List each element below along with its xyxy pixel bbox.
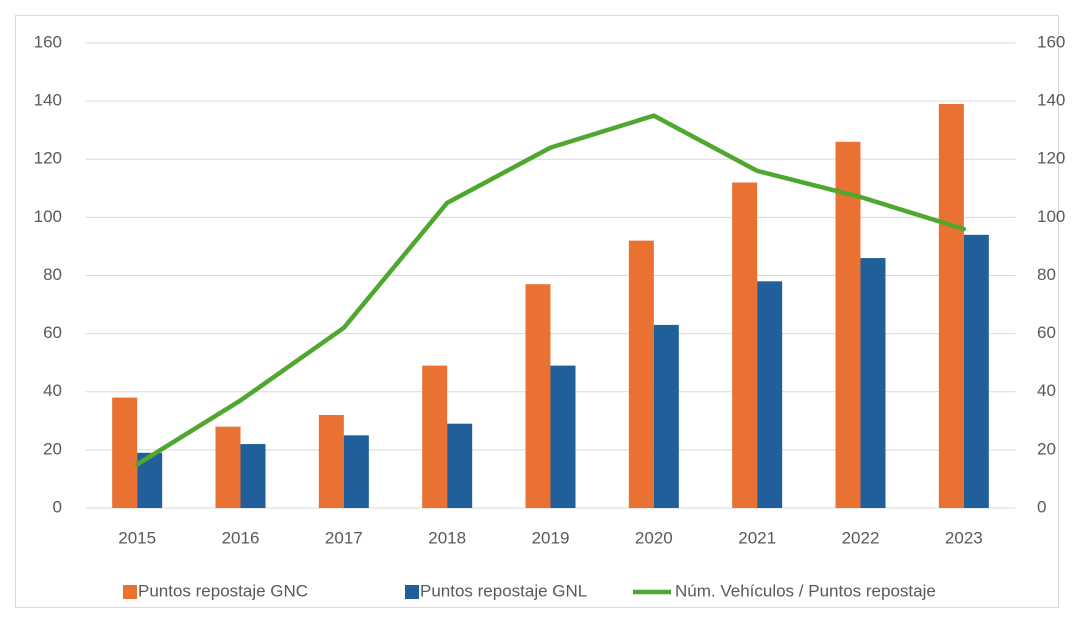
bar [422,365,448,508]
x-tick-label: 2022 [842,528,880,547]
bar [653,324,679,508]
y2-tick-label: 140 [1037,91,1065,110]
bar [343,435,369,508]
bar [525,284,551,508]
y2-tick-label: 20 [1037,439,1056,458]
bar [447,423,473,508]
y2-tick-label: 80 [1037,265,1056,284]
x-tick-label: 2023 [945,528,983,547]
bar [963,234,989,508]
y-tick-label: 140 [34,91,62,110]
y2-tick-label: 60 [1037,323,1056,342]
y-tick-label: 120 [34,149,62,168]
legend-swatch [405,585,419,599]
bar [938,104,964,508]
bar [112,397,138,508]
y2-tick-label: 120 [1037,149,1065,168]
bar [628,240,654,508]
x-tick-label: 2019 [532,528,570,547]
y-tick-label: 60 [43,323,62,342]
y-tick-label: 20 [43,439,62,458]
legend-label: Núm. Vehículos / Puntos repostaje [675,581,936,600]
bar [835,141,861,508]
line-series [134,113,967,467]
y2-tick-label: 0 [1037,497,1046,516]
y-tick-label: 100 [34,207,62,226]
x-tick-label: 2018 [428,528,466,547]
legend-label: Puntos repostaje GNC [138,581,308,600]
y2-tick-label: 100 [1037,207,1065,226]
x-tick-label: 2020 [635,528,673,547]
y-tick-label: 0 [53,497,62,516]
x-tick-label: 2017 [325,528,363,547]
x-tick-label: 2016 [222,528,260,547]
legend-swatch [123,585,137,599]
y2-tick-label: 40 [1037,381,1056,400]
x-tick-label: 2021 [738,528,776,547]
y-tick-label: 40 [43,381,62,400]
bar [215,426,241,508]
x-tick-label: 2015 [118,528,156,547]
y-tick-label: 80 [43,265,62,284]
bar [240,444,266,508]
y2-tick-label: 160 [1037,32,1065,51]
bar [318,415,344,508]
bar [757,281,783,508]
bar [550,365,576,508]
bar [860,258,886,508]
y-tick-label: 160 [34,32,62,51]
legend-label: Puntos repostaje GNL [420,581,587,600]
bar [732,182,758,508]
